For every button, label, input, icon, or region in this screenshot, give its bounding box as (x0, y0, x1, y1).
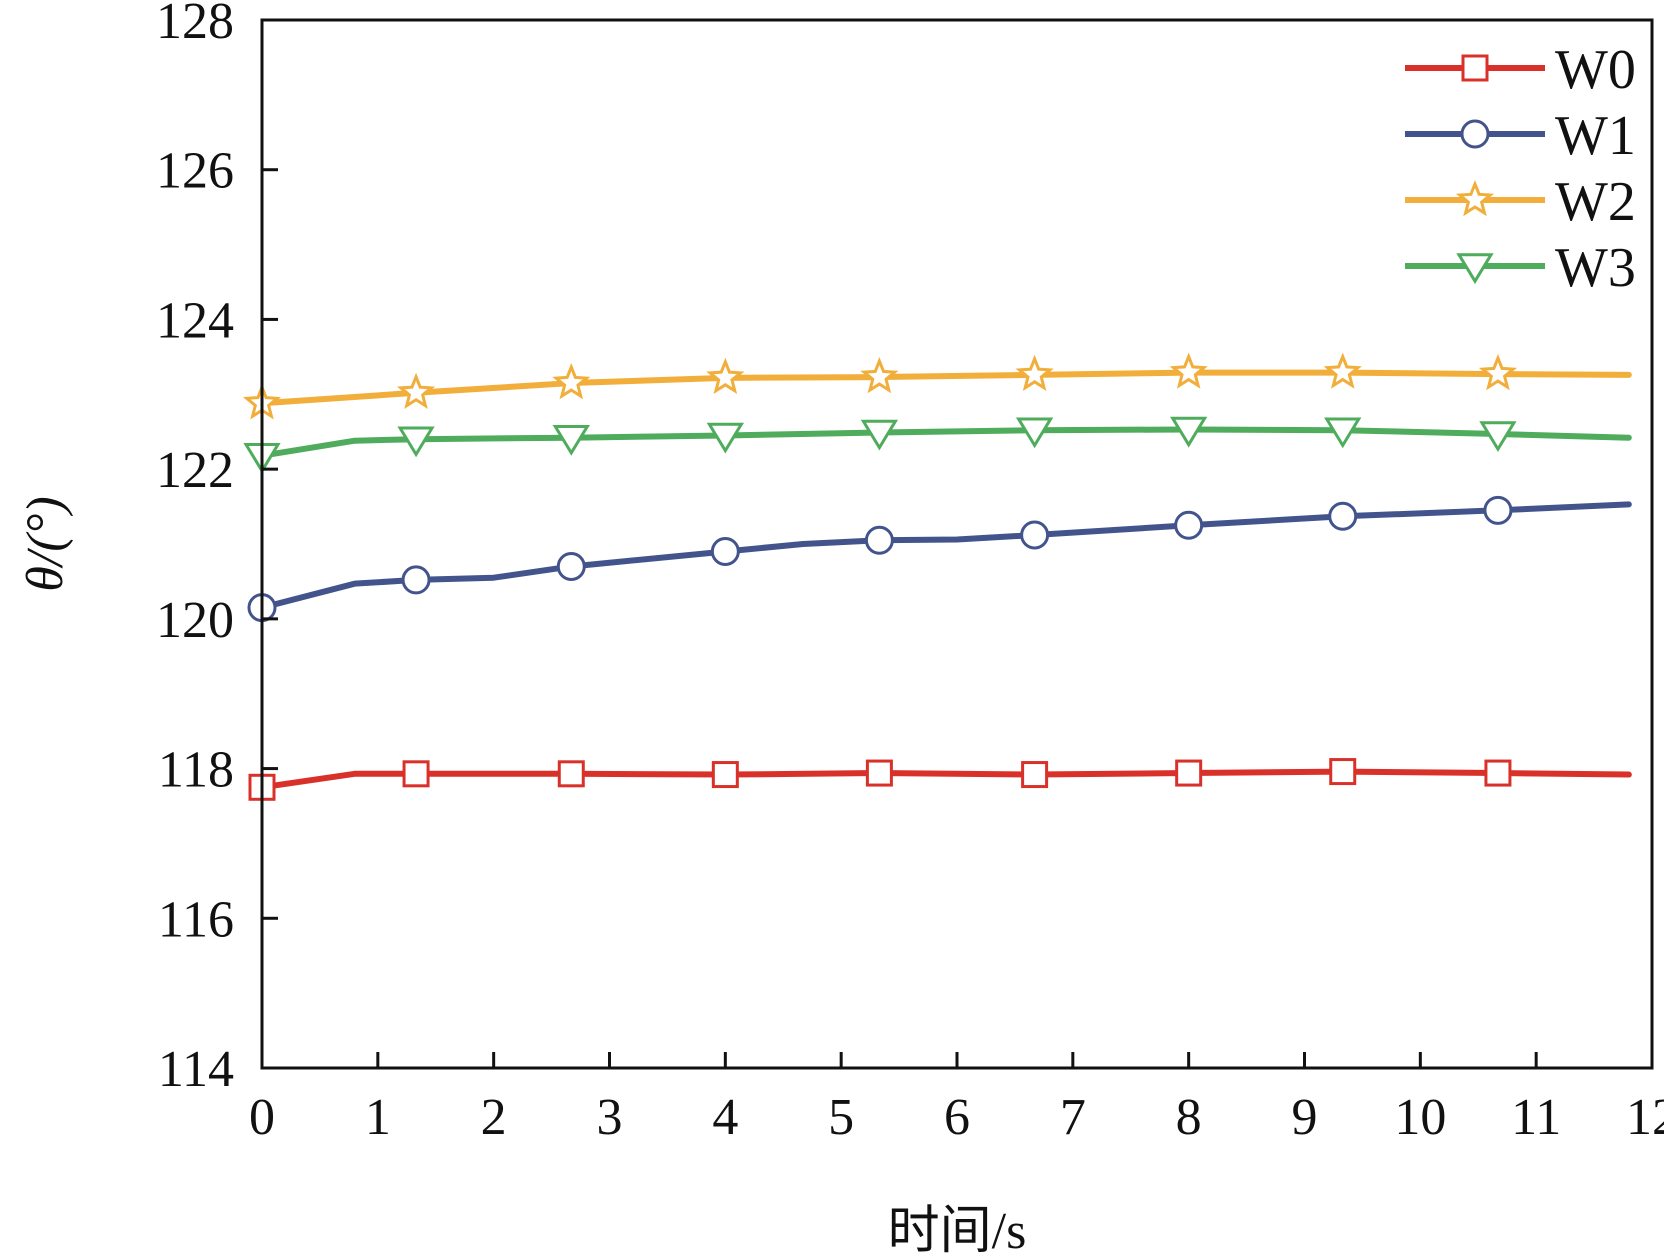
data-point-w0 (1175, 759, 1203, 787)
series-w2 (242, 352, 1632, 420)
data-point-w3 (706, 422, 744, 454)
data-point-w2 (1478, 354, 1518, 391)
series-line-w0 (259, 768, 1632, 791)
x-tick-label: 0 (249, 1089, 275, 1146)
data-point-w0 (402, 760, 430, 788)
legend-marker (1456, 253, 1494, 285)
x-tick-label: 10 (1394, 1089, 1446, 1146)
x-tick-label: 7 (1060, 1089, 1086, 1146)
series-line-w1 (259, 501, 1632, 611)
y-tick-label: 124 (156, 292, 234, 349)
data-point-w3 (1015, 417, 1054, 449)
x-tick-label: 11 (1511, 1089, 1561, 1146)
y-tick-label: 122 (156, 442, 234, 499)
x-tick-label: 5 (828, 1089, 854, 1146)
data-point-w0 (1484, 759, 1512, 787)
y-tick-label: 116 (158, 891, 234, 948)
data-point-w1 (1483, 495, 1513, 525)
legend-label: W2 (1555, 171, 1636, 233)
x-tick-label: 12 (1626, 1089, 1664, 1146)
data-point-w0 (1021, 761, 1049, 789)
x-tick-label: 4 (712, 1089, 738, 1146)
data-point-w2 (860, 357, 899, 394)
x-tick-label: 2 (481, 1089, 507, 1146)
legend-marker (1455, 179, 1495, 217)
data-point-w2 (706, 357, 745, 395)
legend-marker (1460, 119, 1490, 149)
data-point-w1 (556, 551, 586, 581)
series-w3 (243, 416, 1632, 474)
y-tick-label: 114 (158, 1041, 234, 1098)
data-point-w2 (1323, 352, 1362, 389)
data-point-w1 (401, 565, 431, 595)
series-line-w3 (259, 426, 1632, 459)
legend-item-w2: W2 (1405, 171, 1636, 233)
x-tick-label: 6 (944, 1089, 970, 1146)
series-w1 (247, 495, 1632, 623)
y-tick-label: 118 (158, 742, 234, 799)
x-tick-label: 3 (597, 1089, 623, 1146)
y-tick-label: 126 (156, 143, 234, 200)
legend-label: W3 (1555, 237, 1636, 299)
data-point-w2 (396, 372, 436, 410)
data-point-w1 (1020, 520, 1050, 550)
x-tick-label: 1 (365, 1089, 391, 1146)
legend-label: W1 (1555, 105, 1636, 167)
x-tick-label: 8 (1176, 1089, 1202, 1146)
data-point-w0 (865, 759, 893, 787)
series-layer (242, 352, 1632, 801)
legend-label: W0 (1555, 39, 1636, 101)
data-point-w0 (557, 760, 585, 788)
y-tick-label: 128 (156, 0, 234, 50)
series-line-w2 (259, 369, 1632, 407)
legend-item-w3: W3 (1405, 237, 1636, 299)
x-axis-title: 时间/s (888, 1203, 1027, 1256)
data-point-w2 (552, 363, 591, 400)
x-tick-label: 9 (1292, 1089, 1318, 1146)
data-point-w3 (860, 419, 899, 451)
data-point-w3 (1479, 421, 1517, 453)
legend-item-w1: W1 (1405, 105, 1636, 167)
data-point-w1 (864, 525, 894, 555)
data-point-w0 (711, 761, 739, 789)
data-point-w0 (1329, 758, 1357, 786)
data-point-w1 (1328, 501, 1358, 531)
data-point-w3 (397, 426, 435, 458)
axes-layer: 0123456789101112114116118120122124126128 (156, 0, 1664, 1146)
series-w0 (248, 758, 1632, 801)
data-point-w2 (1169, 352, 1208, 389)
plot-frame (260, 18, 1654, 1070)
legend-item-w0: W0 (1405, 39, 1636, 101)
y-tick-label: 120 (156, 592, 234, 649)
y-axis-title: θ/(°) (17, 496, 74, 591)
legend-marker (1461, 54, 1489, 82)
data-point-w1 (1174, 510, 1204, 540)
data-point-w1 (710, 536, 740, 566)
data-point-w3 (1324, 417, 1362, 449)
data-point-w3 (552, 425, 590, 456)
data-point-w2 (1015, 354, 1054, 392)
data-point-w3 (1170, 416, 1208, 448)
